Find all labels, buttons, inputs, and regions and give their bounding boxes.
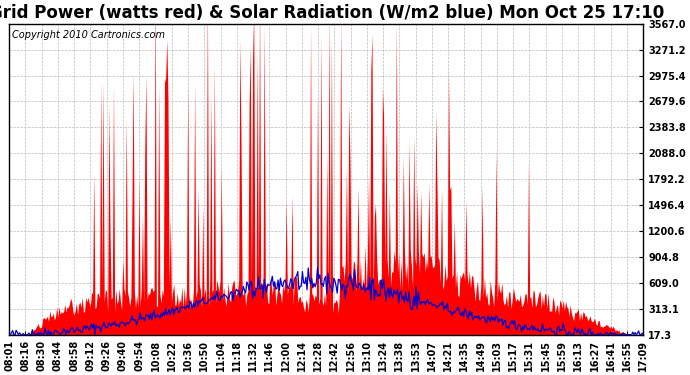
Text: Copyright 2010 Cartronics.com: Copyright 2010 Cartronics.com: [12, 30, 166, 40]
Title: Grid Power (watts red) & Solar Radiation (W/m2 blue) Mon Oct 25 17:10: Grid Power (watts red) & Solar Radiation…: [0, 4, 664, 22]
